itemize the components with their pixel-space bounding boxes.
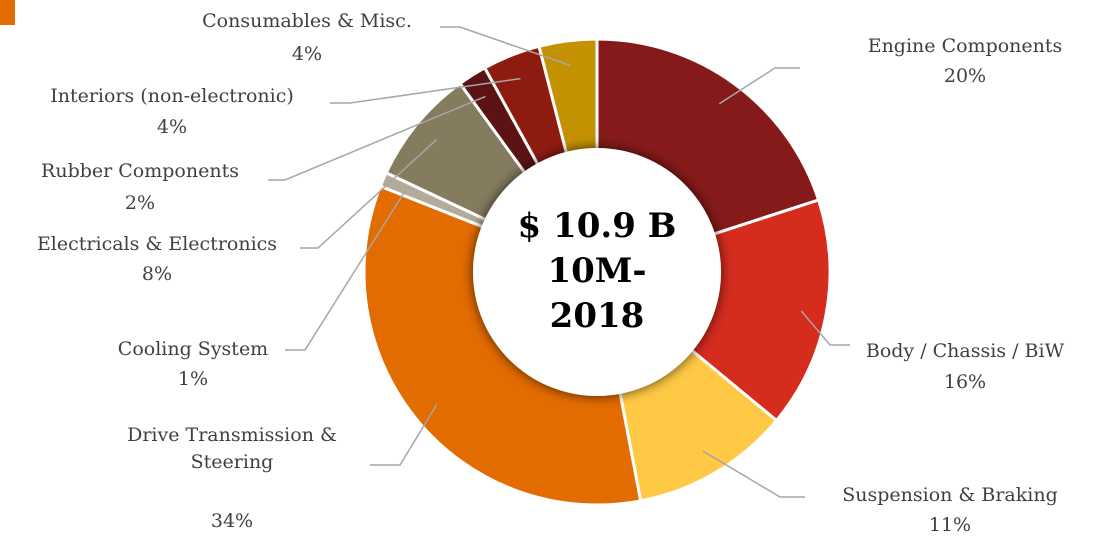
category-label: Cooling System (118, 338, 268, 360)
leader-line (718, 67, 800, 105)
category-label: Drive Transmission & Steering (127, 424, 337, 473)
value-label: 2% (125, 192, 155, 214)
leader-line (300, 138, 438, 249)
category-label: Interiors (non-electronic) (50, 85, 294, 107)
value-label: 8% (142, 263, 172, 285)
center-text: 2018 (550, 296, 645, 336)
center-text: 10M- (547, 251, 646, 291)
value-label: 16% (944, 371, 986, 393)
leader-line (702, 450, 805, 498)
center-text: $ 10.9 B (518, 206, 677, 246)
value-label: 34% (211, 510, 253, 532)
value-label: 4% (157, 116, 187, 138)
value-label: 1% (178, 368, 208, 390)
category-label: Consumables & Misc. (202, 10, 412, 32)
leader-line (268, 95, 486, 181)
category-label: Rubber Components (41, 160, 239, 182)
value-label: 20% (944, 65, 986, 87)
value-label: 4% (292, 43, 322, 65)
category-label: Electricals & Electronics (37, 233, 277, 255)
leader-line (440, 26, 572, 67)
category-label: Body / Chassis / BiW (866, 340, 1065, 362)
leader-line (370, 404, 438, 466)
leader-line (800, 310, 850, 346)
category-label: Engine Components (868, 35, 1063, 57)
category-label: Suspension & Braking (842, 484, 1058, 506)
center-disc (473, 148, 721, 396)
corner-accent (0, 0, 15, 25)
leader-line (285, 188, 407, 351)
leader-line (330, 77, 521, 104)
value-label: 11% (929, 514, 971, 536)
